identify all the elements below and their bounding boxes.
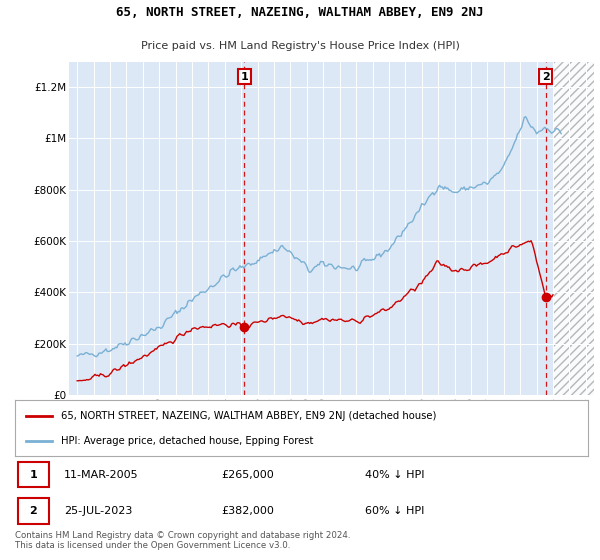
Text: 60% ↓ HPI: 60% ↓ HPI [365, 506, 424, 516]
Bar [553, 62, 594, 395]
Text: 25-JUL-2023: 25-JUL-2023 [64, 506, 132, 516]
Text: HPI: Average price, detached house, Epping Forest: HPI: Average price, detached house, Eppi… [61, 436, 313, 446]
Text: 11-MAR-2005: 11-MAR-2005 [64, 470, 139, 479]
Text: 1: 1 [241, 72, 248, 82]
Text: £265,000: £265,000 [221, 470, 274, 479]
Text: £382,000: £382,000 [221, 506, 274, 516]
Text: Contains HM Land Registry data © Crown copyright and database right 2024.
This d: Contains HM Land Registry data © Crown c… [15, 531, 350, 550]
Text: 65, NORTH STREET, NAZEING, WALTHAM ABBEY, EN9 2NJ: 65, NORTH STREET, NAZEING, WALTHAM ABBEY… [116, 6, 484, 20]
Text: 1: 1 [29, 470, 37, 479]
Text: 2: 2 [542, 72, 550, 82]
Text: 2: 2 [29, 506, 37, 516]
Text: Price paid vs. HM Land Registry's House Price Index (HPI): Price paid vs. HM Land Registry's House … [140, 41, 460, 51]
Text: 65, NORTH STREET, NAZEING, WALTHAM ABBEY, EN9 2NJ (detached house): 65, NORTH STREET, NAZEING, WALTHAM ABBEY… [61, 411, 436, 421]
FancyBboxPatch shape [18, 462, 49, 487]
Text: 40% ↓ HPI: 40% ↓ HPI [365, 470, 424, 479]
FancyBboxPatch shape [18, 498, 49, 524]
